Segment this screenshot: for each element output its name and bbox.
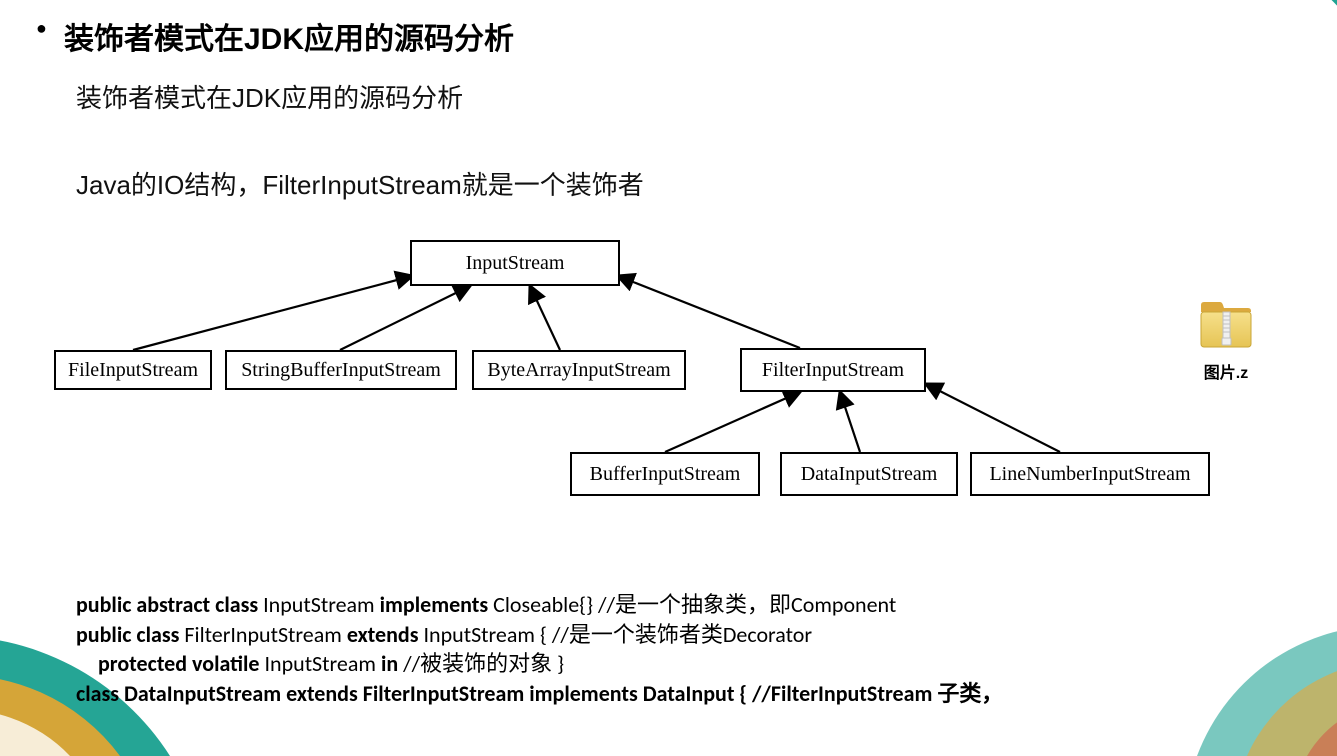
code-line-3: protected volatile InputStream in //被装饰的…	[76, 649, 1276, 679]
code-line-1: public abstract class InputStream implem…	[76, 590, 1276, 620]
subtitle-text: 装饰者模式在JDK应用的源码分析	[76, 78, 463, 115]
code-line-4: class DataInputStream extends FilterInpu…	[76, 679, 1276, 709]
node-barr: ByteArrayInputStream	[472, 350, 686, 390]
node-data: DataInputStream	[780, 452, 958, 496]
io-description: Java的IO结构，FilterInputStream就是一个装饰者	[76, 165, 644, 202]
zip-file-label: 图片.z	[1190, 359, 1262, 383]
node-sbuf: StringBufferInputStream	[225, 350, 457, 390]
node-root: InputStream	[410, 240, 620, 286]
zip-file-icon[interactable]: 图片.z	[1190, 300, 1262, 383]
decor-top-right	[1167, 0, 1337, 170]
class-hierarchy-diagram: InputStream FileInputStream StringBufferIn…	[40, 220, 1170, 520]
code-block: public abstract class InputStream implem…	[76, 590, 1276, 709]
node-filt: FilterInputStream	[740, 348, 926, 392]
page-title: 装饰者模式在JDK应用的源码分析	[64, 14, 514, 58]
code-line-2: public class FilterInputStream extends I…	[76, 620, 1276, 650]
folder-icon	[1198, 300, 1254, 350]
node-file: FileInputStream	[54, 350, 212, 390]
node-buf: BufferInputStream	[570, 452, 760, 496]
node-line: LineNumberInputStream	[970, 452, 1210, 496]
